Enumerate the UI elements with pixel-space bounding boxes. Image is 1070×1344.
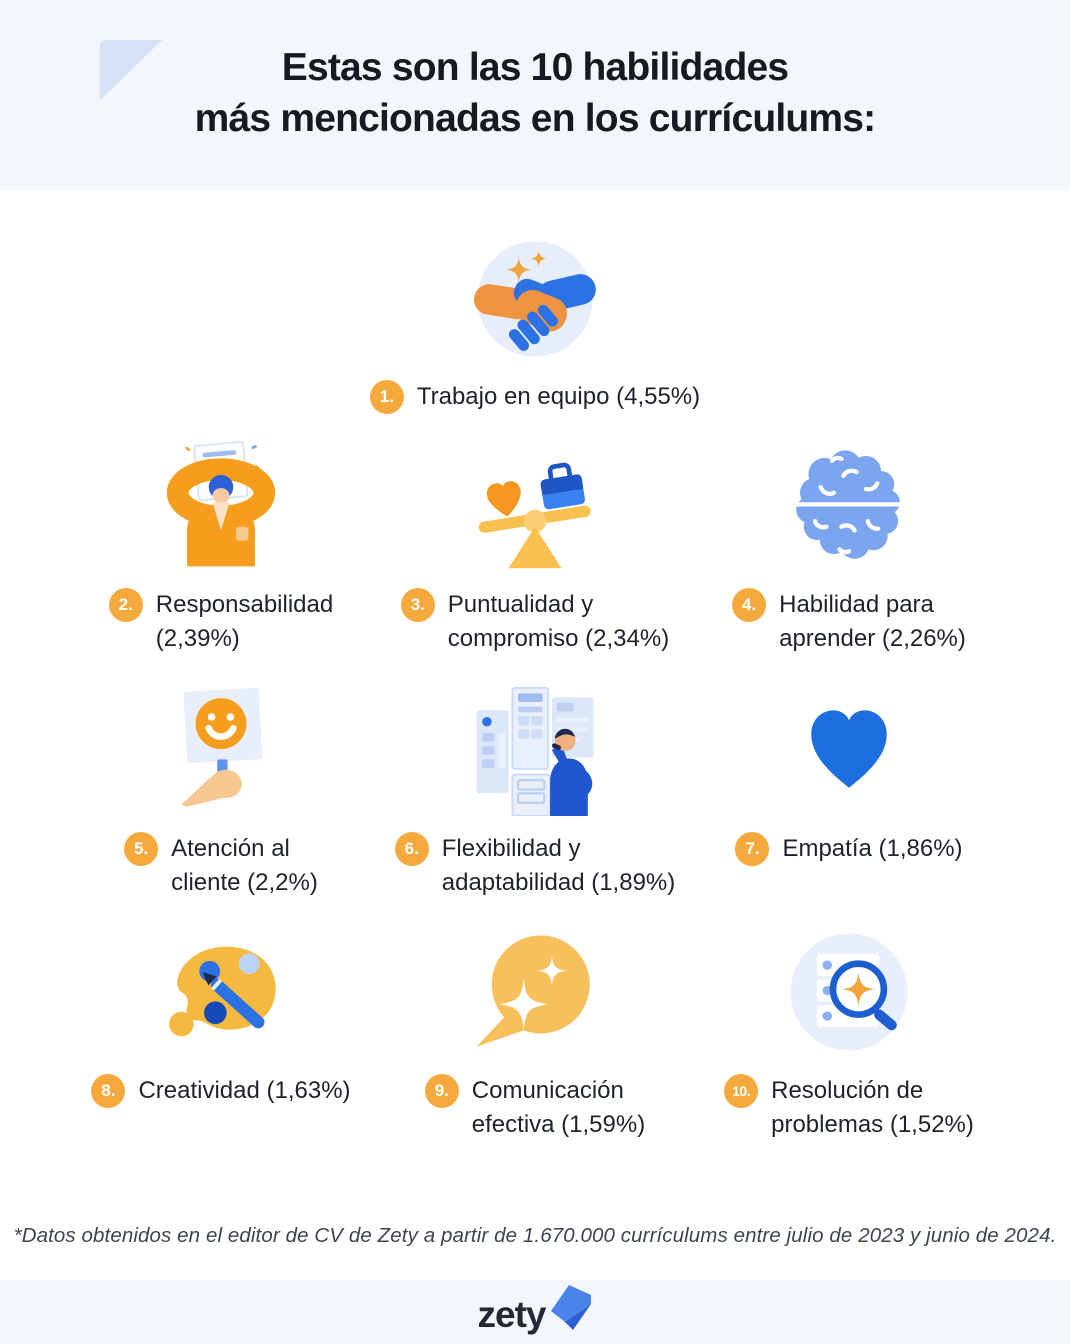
skill-label-3-line2: compromiso (2,34%) <box>447 625 670 652</box>
skill-label-8: Creatividad (1,63%) <box>138 1074 350 1108</box>
skill-item-7: 7. Empatía (1,86%) <box>692 684 1006 900</box>
skill-label-3-line1: Puntualidad y <box>447 591 594 618</box>
skill-label-5-line1: Atención al <box>171 835 290 862</box>
skill-label-5: Atención al cliente (2,2%) <box>171 832 318 900</box>
skill-label-row: 10. Resolución de problemas (1,52%) <box>724 1074 974 1142</box>
skill-label-6-line2: adaptabilidad (1,89%) <box>441 869 676 896</box>
skill-label-row: 6. Flexibilidad y adaptabilidad (1,89%) <box>394 832 676 900</box>
skill-item-10: 10. Resolución de problemas (1,52%) <box>692 926 1006 1142</box>
rank-badge-8: 8. <box>91 1074 126 1108</box>
skill-item-3: 3. Puntualidad y compromiso (2,34%) <box>378 440 692 656</box>
skill-label-10: Resolución de problemas (1,52%) <box>771 1074 974 1142</box>
person-with-screens-icon <box>469 684 601 816</box>
skill-item-6: 6. Flexibilidad y adaptabilidad (1,89%) <box>378 684 692 900</box>
skill-item-5: 5. Atención al cliente (2,2%) <box>64 684 378 900</box>
skill-item-2: 2. Responsabilidad (2,39%) <box>64 440 378 656</box>
skill-item-4: 4. Habilidad para aprender (2,26%) <box>692 440 1006 656</box>
footer: zety <box>0 1280 1070 1344</box>
skill-label-8-line1: Creatividad (1,63%) <box>138 1077 351 1104</box>
skill-label-row: 7. Empatía (1,86%) <box>735 832 963 866</box>
rank-badge-10: 10. <box>724 1074 759 1108</box>
skill-item-9: 9. Comunicación efectiva (1,59%) <box>378 926 692 1142</box>
skill-label-row: 5. Atención al cliente (2,2%) <box>124 832 318 900</box>
skill-label-3: Puntualidad y compromiso (2,34%) <box>448 588 669 656</box>
zety-logo: zety <box>477 1285 593 1337</box>
skill-label-9-line2: efectiva (1,59%) <box>471 1111 646 1138</box>
skills-row-3: 5. Atención al cliente (2,2%) <box>0 684 1070 900</box>
page-title-line1: Estas son las 10 habilidades <box>281 46 789 89</box>
page-title: Estas son las 10 habilidades más mencion… <box>0 42 1070 144</box>
skill-label-row: 9. Comunicación efectiva (1,59%) <box>424 1074 645 1142</box>
person-with-document-icon <box>155 440 287 572</box>
skill-label-row: 3. Puntualidad y compromiso (2,34%) <box>400 588 669 656</box>
balance-scale-icon <box>469 440 601 572</box>
page-title-line2: más mencionadas en los currículums: <box>194 97 877 140</box>
skill-label-5-line2: cliente (2,2%) <box>171 869 318 896</box>
skill-label-1-line1: Trabajo en equipo (4,55%) <box>416 383 701 410</box>
skill-label-row: 8. Creatividad (1,63%) <box>91 1074 351 1108</box>
skill-item-1: 1. Trabajo en equipo (4,55%) <box>0 236 1070 414</box>
skill-label-2-line1: Responsabilidad <box>155 591 334 618</box>
skills-row-2: 2. Responsabilidad (2,39%) <box>0 440 1070 656</box>
skill-label-9: Comunicación efectiva (1,59%) <box>472 1074 645 1142</box>
skill-label-7-line1: Empatía (1,86%) <box>782 835 963 862</box>
rank-badge-7: 7. <box>735 832 770 866</box>
zety-logo-text: zety <box>477 1293 547 1335</box>
rank-badge-9: 9. <box>424 1074 459 1108</box>
header: Estas son las 10 habilidades más mencion… <box>0 0 1070 190</box>
handshake-icon <box>472 236 598 362</box>
speech-bubble-icon <box>469 926 601 1058</box>
skill-label-row: 4. Habilidad para aprender (2,26%) <box>732 588 966 656</box>
rank-badge-1: 1. <box>369 380 404 414</box>
rank-badge-6: 6. <box>394 832 429 866</box>
skill-label-10-line1: Resolución de <box>771 1077 924 1104</box>
brain-icon <box>783 440 915 572</box>
smiley-sign-icon <box>155 684 287 816</box>
skill-label-4-line1: Habilidad para <box>779 591 934 618</box>
heart-icon <box>783 684 915 816</box>
skill-item-8: 8. Creatividad (1,63%) <box>64 926 378 1142</box>
skill-label-10-line2: problemas (1,52%) <box>771 1111 974 1138</box>
palette-icon <box>155 926 287 1058</box>
magnifier-document-icon <box>783 926 915 1058</box>
skill-label-2: Responsabilidad (2,39%) <box>156 588 333 656</box>
rank-badge-4: 4. <box>732 588 767 622</box>
skill-label-6: Flexibilidad y adaptabilidad (1,89%) <box>442 832 676 900</box>
skill-label-1: Trabajo en equipo (4,55%) <box>417 380 700 414</box>
rank-badge-5: 5. <box>124 832 159 866</box>
skill-label-row: 2. Responsabilidad (2,39%) <box>108 588 333 656</box>
skill-label-6-line1: Flexibilidad y <box>441 835 581 862</box>
skills-row-4: 8. Creatividad (1,63%) 9. Comunicación <box>0 926 1070 1142</box>
skill-label-9-line1: Comunicación <box>471 1077 624 1104</box>
skill-label-2-line2: (2,39%) <box>155 625 240 652</box>
rank-badge-3: 3. <box>400 588 435 622</box>
skill-label-row: 1. Trabajo en equipo (4,55%) <box>369 380 700 414</box>
skill-label-4: Habilidad para aprender (2,26%) <box>779 588 966 656</box>
data-source-footnote: *Datos obtenidos en el editor de CV de Z… <box>13 1224 1057 1247</box>
rank-badge-2: 2. <box>108 588 143 622</box>
zety-logo-mark-icon <box>551 1285 592 1330</box>
skill-label-7: Empatía (1,86%) <box>782 832 962 866</box>
skill-label-4-line2: aprender (2,26%) <box>779 625 966 652</box>
